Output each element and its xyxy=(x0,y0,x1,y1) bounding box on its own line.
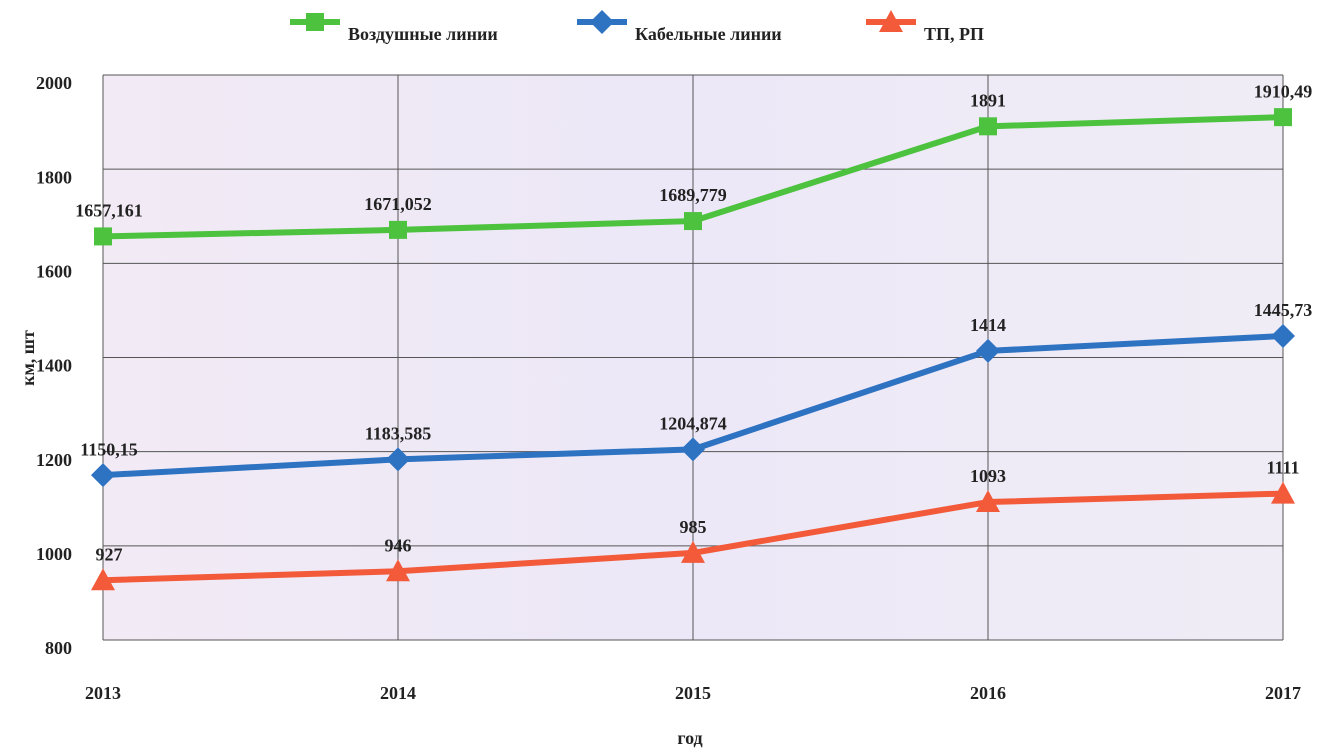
y-tick-label: 1400 xyxy=(36,356,72,376)
y-tick-label: 2000 xyxy=(36,73,72,93)
legend-label: Воздушные линии xyxy=(348,24,498,44)
data-label: 1183,585 xyxy=(365,424,432,444)
x-axis-title: год xyxy=(677,728,702,748)
data-label: 1150,15 xyxy=(80,439,138,459)
legend-marker xyxy=(879,10,903,32)
x-tick-label: 2017 xyxy=(1265,683,1301,703)
series-marker xyxy=(684,212,702,231)
data-label: 985 xyxy=(680,517,707,537)
y-tick-label: 1600 xyxy=(36,261,72,281)
x-tick-label: 2014 xyxy=(380,683,416,703)
y-axis-title: км, шт xyxy=(18,330,38,386)
data-label: 1657,161 xyxy=(75,201,143,221)
series-marker xyxy=(94,227,112,246)
y-tick-label: 1200 xyxy=(36,450,72,470)
data-label: 1204,874 xyxy=(659,413,727,433)
series-marker xyxy=(976,490,1000,513)
data-label: 1445,73 xyxy=(1254,300,1313,320)
data-label: 1111 xyxy=(1266,458,1299,478)
series-marker xyxy=(1271,481,1295,504)
y-tick-label: 800 xyxy=(45,638,72,658)
data-label: 1671,052 xyxy=(364,194,432,214)
series-marker xyxy=(1271,323,1295,348)
x-tick-label: 2013 xyxy=(85,683,121,703)
legend-label: Кабельные линии xyxy=(635,24,782,44)
data-label: 1414 xyxy=(970,315,1006,335)
data-label: 1093 xyxy=(970,466,1006,486)
data-label: 1891 xyxy=(970,90,1006,110)
series-marker xyxy=(389,220,407,239)
series-marker xyxy=(681,540,705,563)
legend-label: ТП, РП xyxy=(924,24,984,44)
x-tick-label: 2016 xyxy=(970,683,1006,703)
data-label: 1910,49 xyxy=(1254,81,1313,101)
y-tick-label: 1800 xyxy=(36,167,72,187)
series-marker xyxy=(1274,108,1292,127)
legend-marker xyxy=(590,10,614,34)
data-label: 946 xyxy=(385,535,412,555)
series-marker xyxy=(681,437,705,462)
series-marker xyxy=(386,559,410,582)
y-tick-label: 1000 xyxy=(36,544,72,564)
series-marker xyxy=(91,568,115,591)
x-tick-label: 2015 xyxy=(675,683,711,703)
legend-marker xyxy=(306,13,324,31)
data-label: 927 xyxy=(96,544,123,564)
series-marker xyxy=(91,463,115,488)
data-label: 1689,779 xyxy=(659,185,727,205)
series-marker xyxy=(979,117,997,136)
series-marker xyxy=(976,338,1000,363)
series-marker xyxy=(386,447,410,472)
